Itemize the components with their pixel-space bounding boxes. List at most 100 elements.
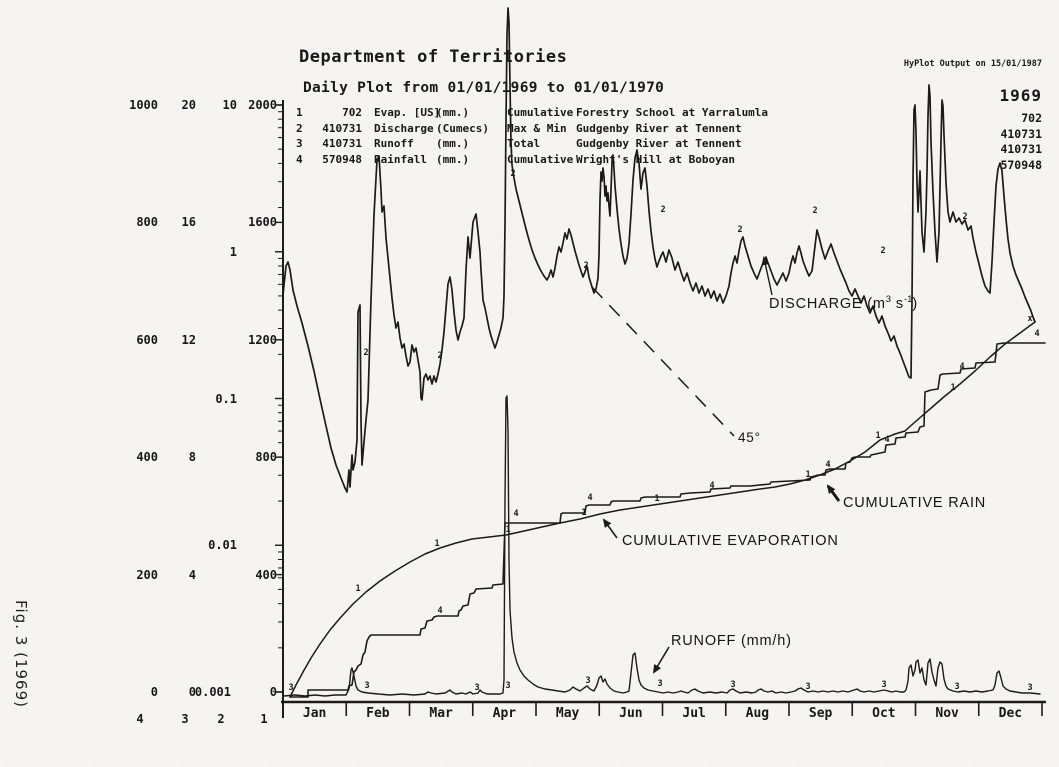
month-label-jun: Jun [619, 706, 643, 721]
legend-l-var: Evap. [US] [374, 106, 441, 119]
curve-marker-3: 3 [505, 681, 510, 691]
axis-label-discharge-log: 10 [222, 98, 237, 112]
right-station-id: 410731 [1000, 142, 1042, 156]
curve-marker-2: 2 [962, 212, 967, 222]
axis-label-runoff: 0 [188, 685, 196, 699]
curve-marker-2: 2 [660, 205, 665, 215]
curve-marker-4: 4 [1034, 329, 1039, 339]
month-label-mar: Mar [429, 706, 453, 721]
legend-l-sta: 410731 [322, 121, 362, 135]
month-label-aug: Aug [745, 706, 770, 721]
curve-marker-2: 2 [812, 206, 817, 216]
curve-marker-1: 1 [355, 584, 360, 594]
axis-label-runoff: 20 [181, 98, 196, 112]
curve-marker-1: 1 [654, 494, 659, 504]
curve-marker-2: 2 [437, 351, 442, 361]
right-station-id: 410731 [1000, 126, 1042, 141]
right-station-id: 570948 [1000, 157, 1042, 172]
angle-45-annotation: 45° [738, 430, 761, 445]
legend-l-unit: (Cumecs) [436, 121, 489, 135]
month-label-may: May [555, 706, 580, 721]
right-station-id: 702 [1021, 111, 1042, 125]
axis-label-rain: 600 [136, 332, 158, 347]
curve-marker-3: 3 [1027, 683, 1032, 693]
axis-label-evap: 1600 [248, 215, 277, 230]
legend-l-typ: Cumulative [507, 106, 574, 119]
legend-l-sta: 570948 [322, 152, 362, 166]
axis-label-discharge-log: 0.001 [194, 685, 231, 699]
legend-l-var: Discharge [374, 121, 434, 135]
year-label: 1969 [999, 86, 1042, 105]
axis-curve-number-2: 2 [217, 712, 225, 726]
page-title: Department of Territories [299, 47, 568, 67]
legend-l-num: 4 [296, 152, 303, 166]
curve-evaporation [289, 321, 1036, 698]
axis-label-evap: 800 [255, 450, 277, 465]
legend-l-sta: 702 [342, 106, 362, 119]
curve-marker-3: 3 [585, 676, 590, 686]
axis-curve-number-3: 3 [181, 712, 189, 726]
hyplot-output-note: HyPlot Output on 15/01/1987 [903, 59, 1042, 69]
axis-label-runoff: 12 [181, 332, 196, 347]
discharge-annotation: DISCHARGE (m3 s-1) [769, 294, 919, 312]
curve-marker-3: 3 [474, 683, 479, 693]
axis-label-rain: 1000 [129, 98, 158, 112]
curve-marker-4: 4 [825, 460, 830, 470]
legend-l-typ: Cumulative [507, 152, 574, 166]
axis-label-runoff: 4 [188, 567, 196, 582]
curve-marker-1: 1 [875, 431, 880, 441]
curve-marker-1: 1 [950, 383, 955, 393]
legend-l-loc: Gudgenby River at Tennent [576, 137, 742, 150]
curve-marker-1: 1 [581, 508, 586, 518]
legend-l-loc: Forestry School at Yarralumla [576, 106, 769, 119]
curve-runoff [283, 395, 1041, 697]
runoff-arrow [652, 646, 670, 674]
axis-label-evap: 0 [269, 685, 277, 699]
axis-label-discharge-log: 1 [229, 244, 237, 259]
axis-label-discharge-log: 0.01 [208, 538, 237, 553]
discharge-arrow [761, 256, 773, 296]
month-label-oct: Oct [872, 706, 896, 721]
axis-label-evap: 2000 [248, 98, 277, 112]
month-label-jul: Jul [682, 706, 706, 721]
curve-marker-3: 3 [954, 682, 959, 692]
curve-marker-3: 3 [730, 680, 735, 690]
curve-marker-2: 2 [880, 246, 885, 256]
axis-label-rain: 800 [136, 215, 158, 230]
legend-l-num: 3 [296, 137, 303, 150]
legend-l-unit: (mm.) [436, 137, 470, 150]
curve-marker-1: 1 [505, 525, 510, 535]
month-label-sep: Sep [808, 706, 833, 721]
curve-marker-4: 4 [437, 606, 442, 616]
axis-label-evap: 400 [255, 567, 277, 582]
discharge-sup-minus1: -1 [903, 294, 913, 305]
legend-l-unit: (mm.) [436, 152, 470, 166]
curve-marker-3: 3 [288, 683, 293, 693]
legend-row-4: 4 570948 Rainfall (mm.) Cumulative Wright's H… [0, 153, 1059, 168]
curve-marker-3: 3 [881, 680, 886, 690]
cumulative-evaporation-arrow [602, 518, 618, 539]
month-label-feb: Feb [366, 706, 390, 721]
legend-row-3: 3 410731 Runoff (mm.) Total Gudgenby River at… [0, 137, 1059, 152]
curve-marker-4: 4 [513, 509, 518, 519]
legend-row-2: 2 410731 Discharge (Cumecs) Max & Min Gudgenb… [0, 122, 1059, 137]
month-label-jan: Jan [302, 706, 327, 721]
cumulative-rain-arrow [826, 484, 841, 502]
curve-marker-3: 3 [805, 682, 810, 692]
figure-caption: Fig. 3 (1969) [12, 600, 30, 708]
curve-marker-2: 2 [510, 169, 515, 179]
discharge-sup-3: 3 [885, 294, 892, 305]
legend-l-num: 2 [296, 121, 303, 135]
curve-marker-2: 2 [363, 348, 368, 358]
curve-marker-3: 3 [364, 681, 369, 691]
axis-label-discharge-log: 0.1 [215, 391, 237, 406]
right-station-ids: 702 410731 410731 570948 [1000, 111, 1042, 173]
curve-marker-1: 1 [805, 470, 810, 480]
legend-l-typ: Total [507, 137, 541, 150]
curve-marker-2: 2 [583, 261, 588, 271]
reference-45deg-dashed-line [591, 286, 735, 437]
curve-marker-4: 4 [884, 435, 889, 445]
discharge-annotation-close: ) [912, 296, 919, 312]
